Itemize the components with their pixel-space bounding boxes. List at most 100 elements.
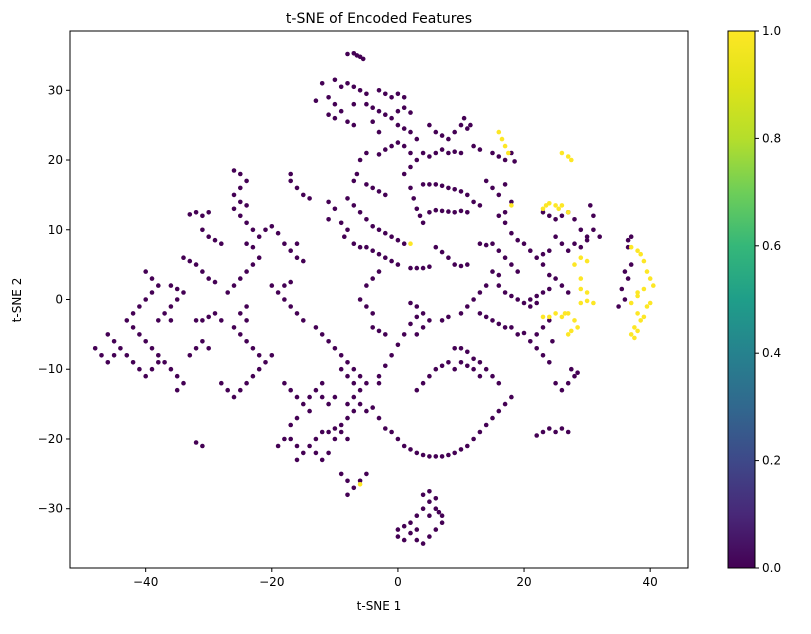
scatter-point-0-452: [181, 380, 186, 386]
scatter-point-0-342: [364, 471, 369, 477]
scatter-point-0-115: [483, 178, 489, 184]
scatter-point-0-63: [408, 150, 413, 156]
scatter-point-0-343: [345, 492, 350, 498]
scatter-point-0-498: [395, 534, 401, 539]
scatter-point-1-34: [628, 244, 634, 250]
scatter-point-0-208: [521, 330, 527, 336]
scatter-point-0-361: [256, 366, 262, 372]
scatter-point-0-394: [231, 206, 237, 212]
scatter-point-0-369: [275, 290, 281, 295]
scatter-point-0-53: [446, 150, 451, 156]
scatter-point-0-243: [477, 429, 483, 435]
scatter-point-0-185: [515, 297, 520, 302]
scatter-point-0-27: [395, 122, 401, 128]
scatter-point-0-13: [383, 91, 388, 97]
scatter-point-0-481: [401, 523, 407, 529]
scatter-point-0-420: [200, 269, 205, 274]
scatter-point-0-389: [294, 255, 300, 260]
scatter-point-0-223: [540, 353, 546, 358]
scatter-point-0-137: [433, 244, 439, 250]
scatter-point-0-294: [370, 325, 376, 330]
colorbar-tick-label: 0.8: [762, 131, 781, 145]
scatter-point-0-478: [244, 318, 249, 323]
scatter-point-0-404: [288, 171, 294, 177]
scatter-point-0-471: [193, 440, 199, 445]
scatter-point-0-305: [351, 380, 357, 386]
scatter-point-0-477: [256, 353, 262, 358]
scatter-point-0-69: [354, 171, 360, 177]
scatter-point-0-328: [294, 443, 300, 449]
scatter-point-0-163: [559, 241, 565, 246]
scatter-point-0-197: [465, 304, 470, 309]
scatter-point-0-410: [200, 213, 205, 219]
scatter-point-0-355: [307, 394, 312, 400]
scatter-point-0-18: [326, 95, 331, 100]
scatter-point-0-62: [401, 143, 407, 149]
scatter-point-0-166: [578, 244, 584, 250]
y-tick-label: 30: [48, 83, 63, 97]
scatter-point-0-360: [263, 360, 268, 365]
colorbar-tick-label: 0.4: [762, 346, 781, 360]
scatter-point-1-41: [641, 286, 647, 292]
scatter-point-0-178: [553, 276, 558, 281]
scatter-point-1-39: [647, 276, 653, 281]
scatter-point-1-38: [644, 269, 650, 274]
scatter-point-0-485: [427, 534, 432, 539]
scatter-point-0-492: [427, 489, 432, 494]
y-axis-title: t-SNE 2: [10, 278, 24, 323]
scatter-point-1-43: [628, 300, 634, 306]
scatter-point-0-10: [357, 88, 363, 93]
scatter-point-0-136: [427, 264, 432, 270]
scatter-point-0-121: [496, 213, 502, 219]
scatter-point-1-30: [572, 262, 577, 267]
scatter-point-0-256: [395, 436, 401, 442]
scatter-point-0-156: [578, 227, 584, 233]
scatter-point-1-50: [641, 314, 647, 320]
scatter-point-0-95: [326, 199, 331, 205]
scatter-point-0-209: [616, 304, 621, 309]
scatter-point-1-29: [562, 311, 568, 316]
scatter-point-0-225: [550, 339, 555, 344]
scatter-point-0-345: [288, 387, 294, 393]
scatter-point-0-138: [439, 249, 445, 255]
scatter-point-0-226: [553, 380, 558, 386]
scatter-point-0-96: [332, 206, 338, 212]
y-tick-label: 0: [55, 293, 63, 307]
scatter-point-0-232: [547, 426, 552, 431]
scatter-point-0-203: [490, 318, 495, 323]
scatter-point-0-39: [395, 108, 401, 114]
scatter-point-0-227: [559, 387, 565, 393]
scatter-point-0-65: [408, 164, 413, 170]
scatter-point-0-499: [401, 537, 407, 543]
scatter-point-0-372: [294, 311, 300, 316]
scatter-point-0-44: [452, 129, 458, 135]
scatter-point-0-86: [351, 203, 357, 208]
scatter-point-1-11: [559, 150, 565, 156]
scatter-point-0-145: [490, 241, 495, 246]
scatter-point-0-130: [383, 255, 388, 260]
scatter-point-0-383: [225, 290, 230, 295]
scatter-point-1-28: [559, 314, 565, 320]
scatter-point-0-448: [156, 353, 161, 358]
scatter-point-0-182: [496, 283, 502, 288]
scatter-point-0-242: [483, 422, 489, 428]
scatter-point-0-337: [345, 436, 350, 442]
scatter-point-0-85: [345, 196, 350, 201]
scatter-point-0-51: [433, 150, 439, 156]
scatter-point-0-25: [383, 112, 388, 117]
scatter-point-0-501: [420, 506, 426, 512]
scatter-point-0-7: [338, 84, 344, 90]
scatter-point-0-379: [250, 262, 256, 267]
scatter-point-0-205: [502, 325, 508, 330]
scatter-point-0-444: [130, 325, 136, 330]
scatter-point-0-442: [130, 311, 136, 316]
scatter-point-0-290: [420, 311, 426, 316]
scatter-point-1-12: [565, 154, 571, 159]
scatter-point-0-186: [521, 300, 527, 306]
scatter-point-0-168: [547, 248, 552, 253]
scatter-point-0-211: [619, 286, 625, 292]
scatter-point-0-252: [420, 452, 426, 458]
scatter-point-0-260: [370, 405, 376, 410]
scatter-point-0-15: [395, 91, 401, 97]
scatter-point-0-179: [559, 283, 565, 288]
